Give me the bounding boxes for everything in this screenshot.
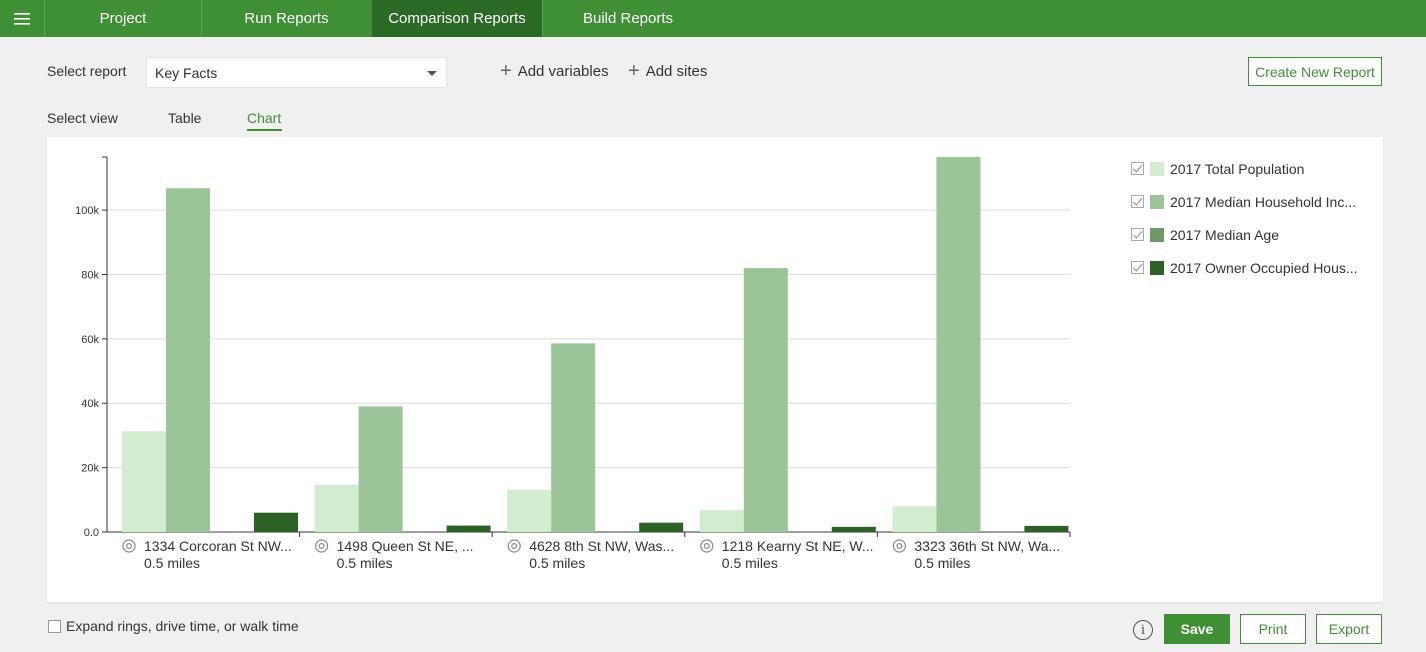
chart-legend: 2017 Total Population 2017 Median Househ… [1131,152,1358,284]
info-icon[interactable]: i [1133,620,1153,640]
print-button[interactable]: Print [1240,614,1306,644]
report-select[interactable]: Key Facts [146,57,447,88]
site-ring-icon [122,539,136,553]
site-ring-icon-inner [703,543,710,550]
site-ring-icon-inner [318,543,325,550]
legend-item-owner-occupied-housing[interactable]: 2017 Owner Occupied Hous... [1131,251,1358,284]
y-tick-label: 100k [75,205,99,217]
hamburger-icon[interactable] [0,0,44,37]
checkbox-checked-icon[interactable] [1131,228,1144,241]
legend-swatch [1150,260,1164,275]
bar-1 [507,489,552,532]
top-nav: Project Run Reports Comparison Reports B… [0,0,1426,37]
legend-label: 2017 Median Household Inc... [1170,193,1357,210]
nav-tab-run-reports[interactable]: Run Reports [201,0,371,37]
add-variables-button[interactable]: + Add variables [500,61,609,81]
x-category-label: 3323 36th St NW, Wa... [914,538,1060,554]
x-category-radius: 0.5 miles [722,555,778,571]
legend-label: 2017 Median Age [1170,226,1279,243]
y-tick-label: 60k [81,334,99,346]
site-ring-icon-inner [125,543,132,550]
bar-1 [122,431,166,532]
site-ring-icon [700,539,714,553]
bar-1 [314,484,359,532]
x-category-label: 1334 Corcoran St NW... [144,538,292,554]
active-tab-indicator [247,129,282,131]
x-category-radius: 0.5 miles [914,555,970,571]
legend-label: 2017 Total Population [1170,160,1305,177]
legend-item-median-age[interactable]: 2017 Median Age [1131,218,1358,251]
plus-icon: + [500,60,512,82]
export-button[interactable]: Export [1316,614,1382,644]
nav-tab-build-reports[interactable]: Build Reports [542,0,713,37]
site-ring-icon [892,539,907,553]
x-category-label: 1218 Kearny St NE, W... [722,538,874,554]
plus-icon: + [628,60,640,82]
report-select-value: Key Facts [155,64,218,81]
bar-2 [358,406,403,532]
site-ring-icon-inner [896,543,903,550]
expand-checkbox[interactable] [48,619,61,633]
site-ring-icon [507,539,521,553]
site-ring-icon [315,539,329,553]
legend-item-median-household-income[interactable]: 2017 Median Household Inc... [1131,185,1358,218]
expand-label: Expand rings, drive time, or walk time [66,618,299,634]
checkbox-checked-icon[interactable] [1131,162,1144,175]
legend-swatch [1150,194,1164,209]
bar-2 [743,268,788,532]
expand-rings-option[interactable]: Expand rings, drive time, or walk time [48,618,299,634]
bar-chart: 0.0 20k 40k 60k 80k 100k 1334 Corcoran St NW..… [75,156,1071,571]
checkbox-checked-icon[interactable] [1131,261,1144,274]
bar-4 [639,522,684,532]
x-category-label: 1498 Queen St NE, ... [337,538,474,554]
legend-swatch [1150,161,1164,176]
select-report-label: Select report [47,63,127,79]
x-category-radius: 0.5 miles [144,555,200,571]
x-category-radius: 0.5 miles [337,555,393,571]
add-sites-label: Add sites [645,62,708,80]
view-tab-table[interactable]: Table [168,110,202,126]
bar-4 [446,525,491,532]
bar-2 [166,188,210,532]
legend-swatch [1150,227,1164,242]
bar-4 [254,512,298,532]
x-category-radius: 0.5 miles [529,555,585,571]
bar-1 [699,510,744,532]
bar-1 [892,506,937,532]
x-category-label: 4628 8th St NW, Was... [529,538,674,554]
bar-2 [551,343,596,532]
view-tab-chart[interactable]: Chart [247,110,282,126]
chart-card: 0.0 20k 40k 60k 80k 100k 1334 Corcoran St NW..… [47,137,1383,602]
site-ring-icon-inner [511,543,518,550]
legend-item-total-population[interactable]: 2017 Total Population [1131,152,1358,185]
create-new-report-button[interactable]: Create New Report [1248,57,1382,86]
add-sites-button[interactable]: + Add sites [628,61,707,81]
bar-4 [831,526,876,532]
checkbox-checked-icon[interactable] [1131,195,1144,208]
y-tick-label: 80k [81,269,99,281]
bar-4 [1024,525,1069,532]
bar-2 [936,157,981,532]
y-tick-label: 40k [81,398,99,410]
save-button[interactable]: Save [1164,614,1230,644]
add-variables-label: Add variables [517,62,609,80]
nav-tab-project[interactable]: Project [44,0,201,37]
nav-tab-comparison-reports[interactable]: Comparison Reports [371,0,542,37]
select-view-label: Select view [47,110,118,126]
legend-label: 2017 Owner Occupied Hous... [1170,259,1358,276]
caret-down-icon [427,71,437,76]
y-tick-label: 0.0 [84,527,99,539]
y-tick-label: 20k [81,463,99,475]
